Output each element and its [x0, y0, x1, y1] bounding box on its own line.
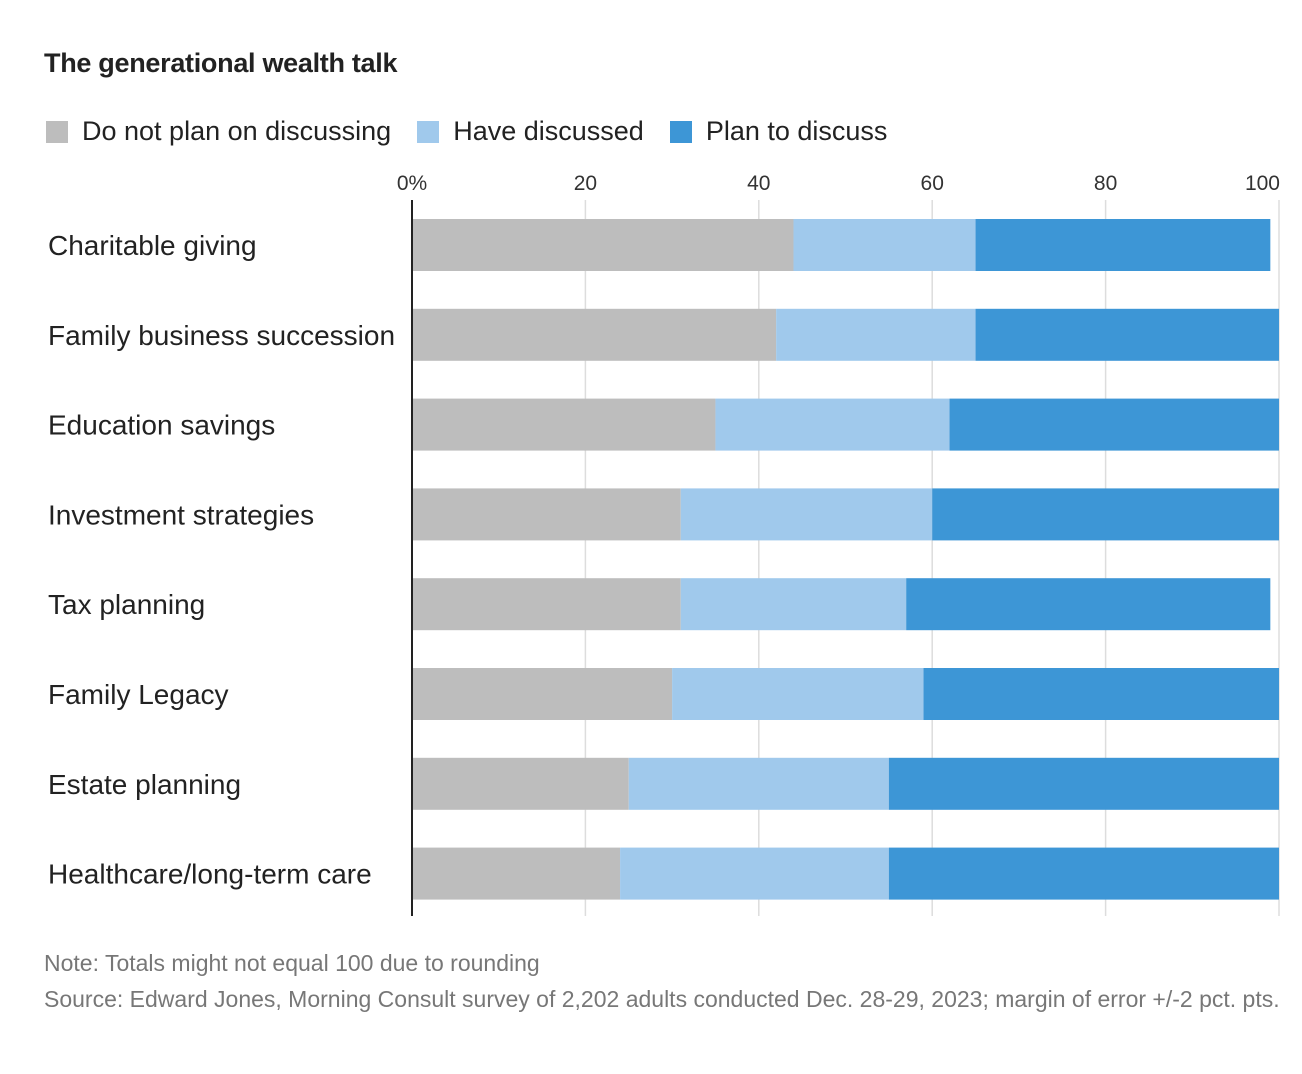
bar-segment-0-2	[975, 219, 1271, 271]
bar-segment-5-2	[923, 668, 1279, 720]
bar-segment-3-1	[680, 488, 933, 541]
category-label-5: Family Legacy	[48, 679, 229, 710]
legend-swatch-do-not-plan	[46, 120, 68, 143]
category-label-3: Investment strategies	[48, 499, 314, 530]
legend-label-have-discussed: Have discussed	[453, 116, 644, 146]
bar-segment-6-0	[412, 757, 629, 810]
bar-segment-0-0	[412, 219, 794, 271]
stacked-bar-chart: 0% 20 40 60 80 100 Charitable giving Family bus…	[48, 172, 1280, 916]
legend-item-plan-to-discuss: Plan to discuss	[669, 116, 888, 147]
bar-segment-3-2	[932, 488, 1279, 541]
bar-segment-3-0	[412, 488, 681, 541]
x-tick-label-20: 20	[574, 172, 597, 195]
footnote-source: Source: Edward Jones, Morning Consult su…	[44, 986, 1280, 1012]
bar-segment-0-1	[793, 219, 976, 271]
bar-segment-6-2	[888, 757, 1279, 810]
bar-segment-4-1	[680, 578, 907, 631]
bar-segment-1-2	[975, 308, 1279, 361]
category-label-4: Tax planning	[48, 589, 205, 620]
category-label-7: Healthcare/long-term care	[48, 859, 372, 890]
x-tick-label-100: 100	[1245, 172, 1280, 195]
legend-label-do-not-plan: Do not plan on discussing	[82, 116, 392, 146]
bar-segment-2-0	[412, 398, 716, 451]
legend-item-do-not-plan: Do not plan on discussing	[46, 116, 391, 147]
legend-swatch-plan-to-discuss	[669, 120, 692, 143]
bar-segment-4-0	[412, 578, 681, 631]
bar-segment-7-2	[888, 847, 1279, 900]
category-label-0: Charitable giving	[48, 230, 257, 261]
bar-segment-5-1	[672, 668, 924, 720]
bar-segment-7-0	[412, 847, 621, 900]
category-label-1: Family business succession	[48, 320, 395, 351]
bar-segment-2-1	[715, 398, 950, 451]
legend-label-plan-to-discuss: Plan to discuss	[705, 116, 888, 146]
bar-segment-4-2	[906, 578, 1271, 631]
legend-swatch-have-discussed	[417, 120, 440, 143]
bar-segment-1-1	[776, 308, 976, 361]
x-tick-label-60: 60	[921, 172, 944, 195]
x-tick-label-0: 0%	[397, 172, 427, 195]
legend: Do not plan on discussing Have discussed…	[46, 116, 913, 147]
bar-segment-2-2	[949, 398, 1279, 451]
x-tick-label-40: 40	[747, 172, 770, 195]
x-tick-label-80: 80	[1094, 172, 1117, 195]
category-label-6: Estate planning	[48, 769, 241, 800]
bar-segment-6-1	[628, 757, 889, 810]
chart-title: The generational wealth talk	[44, 48, 398, 78]
category-label-2: Education savings	[48, 410, 275, 441]
legend-item-have-discussed: Have discussed	[417, 116, 644, 147]
bar-segment-7-1	[620, 847, 889, 900]
footnote-note: Note: Totals might not equal 100 due to …	[44, 950, 540, 976]
bar-segment-5-0	[412, 668, 673, 720]
bar-segment-1-0	[412, 308, 777, 361]
